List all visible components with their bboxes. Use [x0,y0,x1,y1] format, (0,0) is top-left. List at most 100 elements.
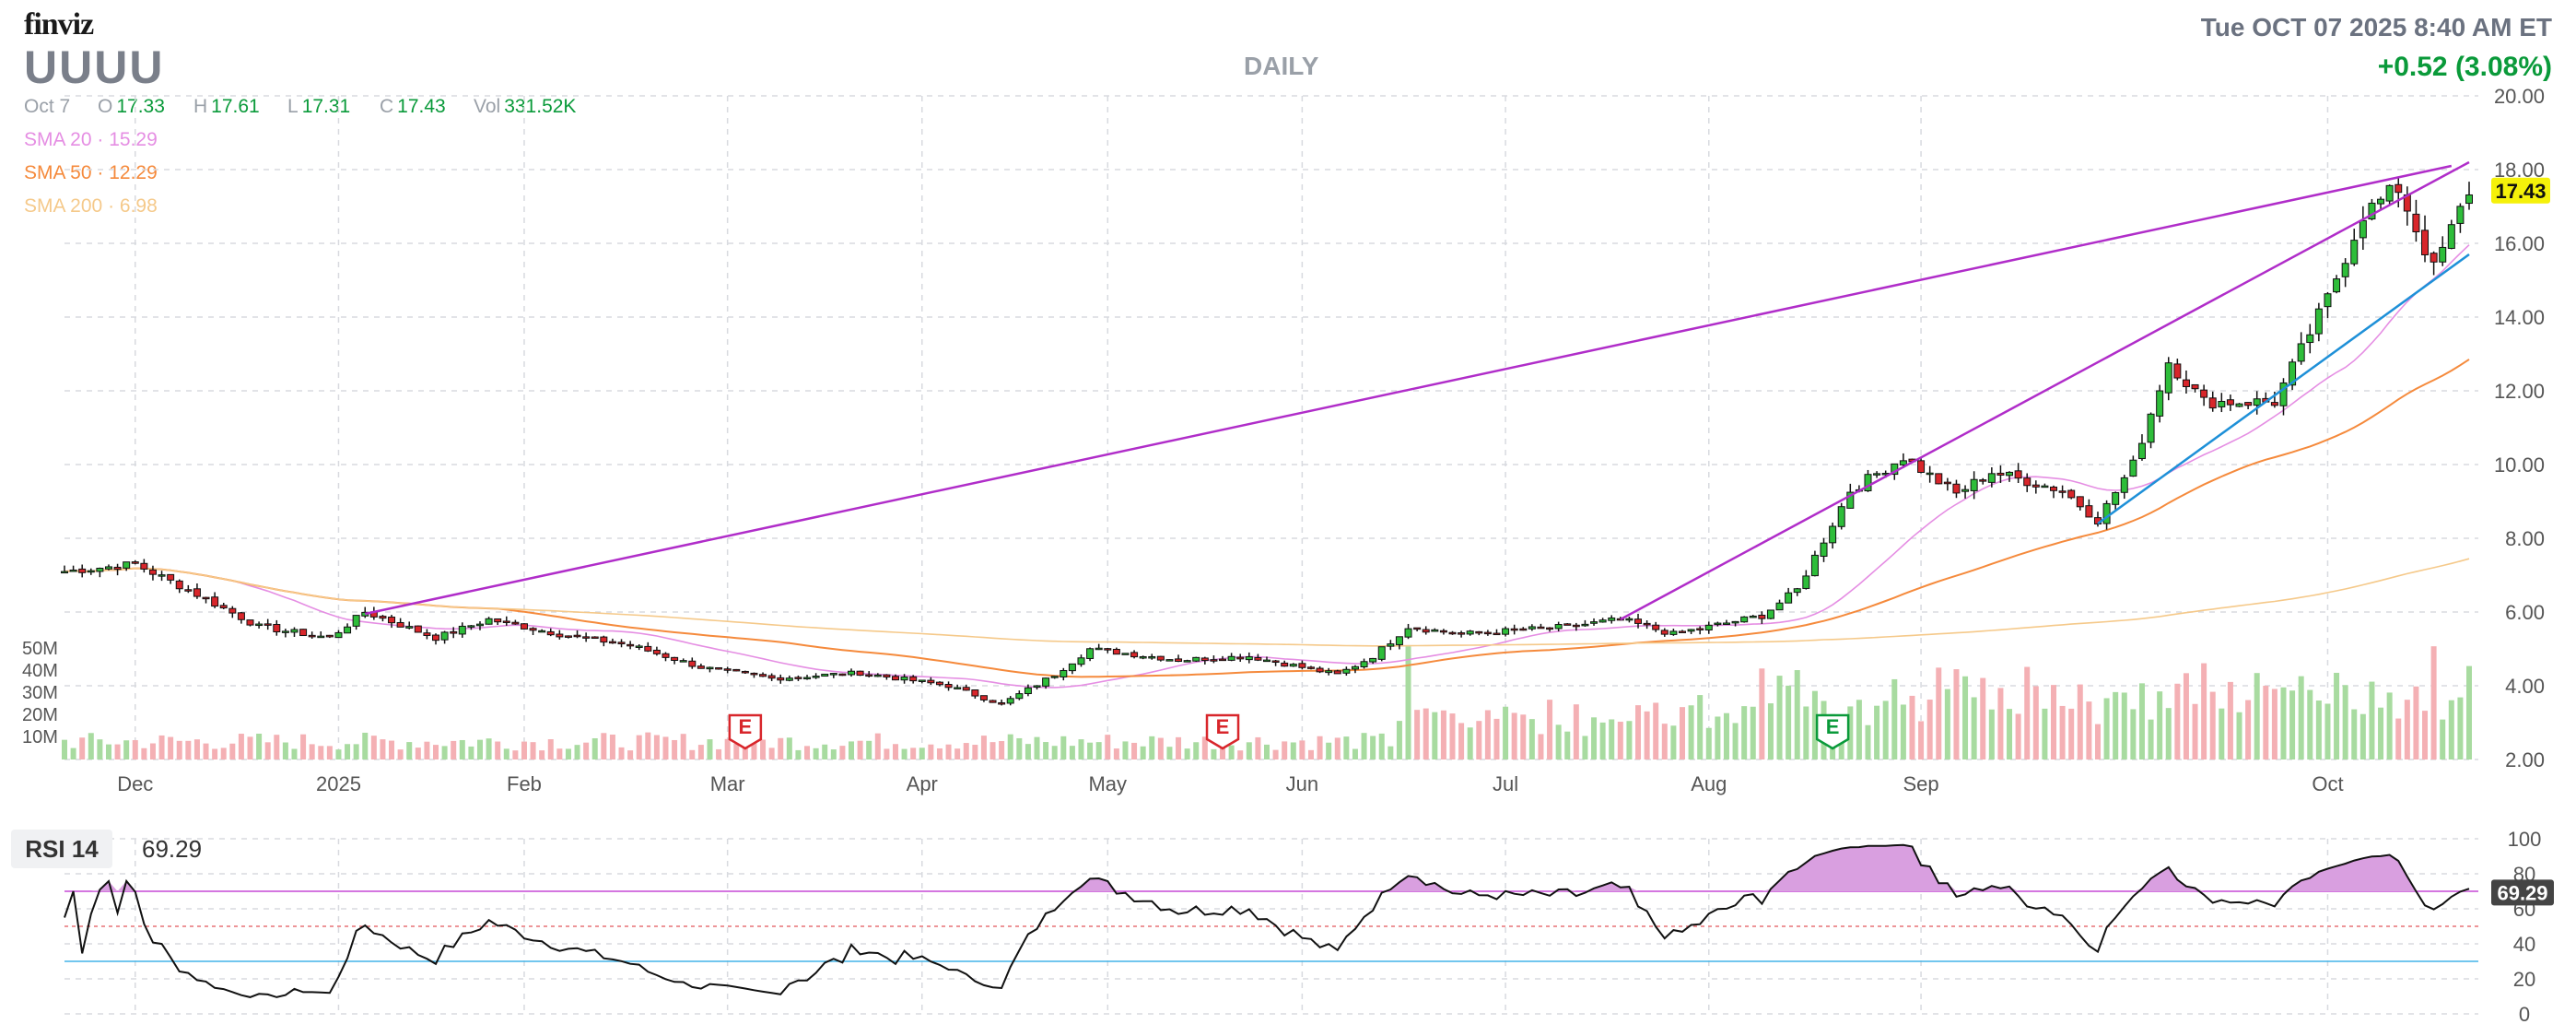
volume-bar [468,746,474,759]
volume-bar [2103,698,2110,759]
volume-bar [839,746,846,759]
candle-body [1431,629,1439,632]
price-tick-label: 20.00 [2494,85,2545,108]
volume-bar [1352,748,1358,759]
candle-body [78,568,87,573]
candle-body [502,620,510,623]
candle-body [2085,505,2093,518]
candle-body [1687,629,1695,632]
volume-bar [822,744,828,759]
candle-body [1996,472,2005,476]
candle-body [308,634,316,638]
price-tick-label: 6.00 [2505,601,2545,624]
volume-bar [521,741,527,759]
volume-bar [2068,708,2075,759]
volume-bar [203,743,209,759]
volume-bar [1016,737,1023,759]
candle-body [891,676,899,681]
volume-bar [1528,719,1535,759]
candle-body [2014,470,2022,479]
volume-bar [2086,701,2092,759]
date-tick-label: Apr [907,772,938,795]
volume-bar [1317,736,1323,759]
candle-body [1643,622,1651,626]
candle-body [219,605,228,609]
rsi-indicator-label[interactable]: RSI 14 [11,830,112,868]
volume-bar [2236,712,2242,759]
candle-body [2067,489,2076,499]
volume-bar [1140,746,1146,759]
volume-bar [2051,685,2057,759]
candle-body [2270,402,2278,406]
price-tick-label: 12.00 [2494,380,2545,403]
candle-body [1598,619,1607,623]
candle-body [979,695,988,700]
volume-bar [212,748,218,759]
volume-bar [1211,748,1217,759]
volume-bar [1971,697,1977,759]
volume-bar [2378,707,2384,759]
candle-body [2173,363,2182,379]
volume-bar [1299,740,1306,759]
volume-bar [583,742,590,759]
candle-body [1387,643,1395,647]
candle-body [1006,698,1014,704]
candle-body [1095,647,1103,651]
volume-bar [1644,711,1650,759]
volume-bar [1264,744,1270,759]
volume-bar [2395,718,2402,759]
volume-bar [830,749,837,759]
volume-bar [1715,716,1721,759]
candle-body [2226,399,2234,406]
volume-bar [1423,708,1429,759]
volume-bar [291,748,298,759]
date-tick-label: Dec [117,772,153,795]
rsi-line [64,843,2470,998]
candle-body [573,634,581,638]
candle-body [1483,631,1492,635]
candle-body [662,653,670,658]
candle-body [1369,657,1377,663]
sma-200-value: 6.98 [119,195,158,217]
candle-body [1837,506,1845,527]
candle-body [2218,400,2226,407]
candle-body [1475,630,1483,634]
candle-body [2164,362,2172,394]
candle-body [1377,646,1386,660]
candle-body [458,625,466,635]
candle-body [184,589,193,592]
candle-body [706,666,714,670]
volume-bar [397,749,404,759]
volume-bar [1670,725,1677,759]
volume-bar [2422,711,2429,759]
candle-body [1183,660,1191,663]
volume-bar [653,735,660,759]
volume-bar [2113,691,2119,759]
candle-body [2076,496,2084,508]
volume-bar [919,748,925,759]
candle-body [2350,240,2359,265]
sma-200-legend[interactable]: SMA 200 · 6.98 [24,195,158,217]
finviz-logo[interactable]: finviz [24,7,94,41]
sma-50-legend[interactable]: SMA 50 · 12.29 [24,162,158,183]
candle-body [1952,483,1961,494]
sma-20-legend[interactable]: SMA 20 · 15.29 [24,129,158,150]
timeframe-label[interactable]: DAILY [1244,52,1319,80]
volume-bar [724,738,731,759]
volume-tick-label: 40M [22,661,58,681]
candle-body [388,617,396,624]
sma-200-line [64,558,2470,647]
candle-body [1731,620,1739,624]
candle-body [2032,484,2040,488]
volume-bar [645,732,651,759]
volume-bar [380,739,386,759]
candle-body [69,569,77,572]
candle-body [396,621,404,628]
volume-bar [1564,731,1571,759]
last-price-badge [2491,177,2550,204]
candle-body [1413,627,1422,630]
volume-bar [1759,668,1765,759]
candle-body [1139,655,1147,659]
volume-bar [609,734,615,759]
